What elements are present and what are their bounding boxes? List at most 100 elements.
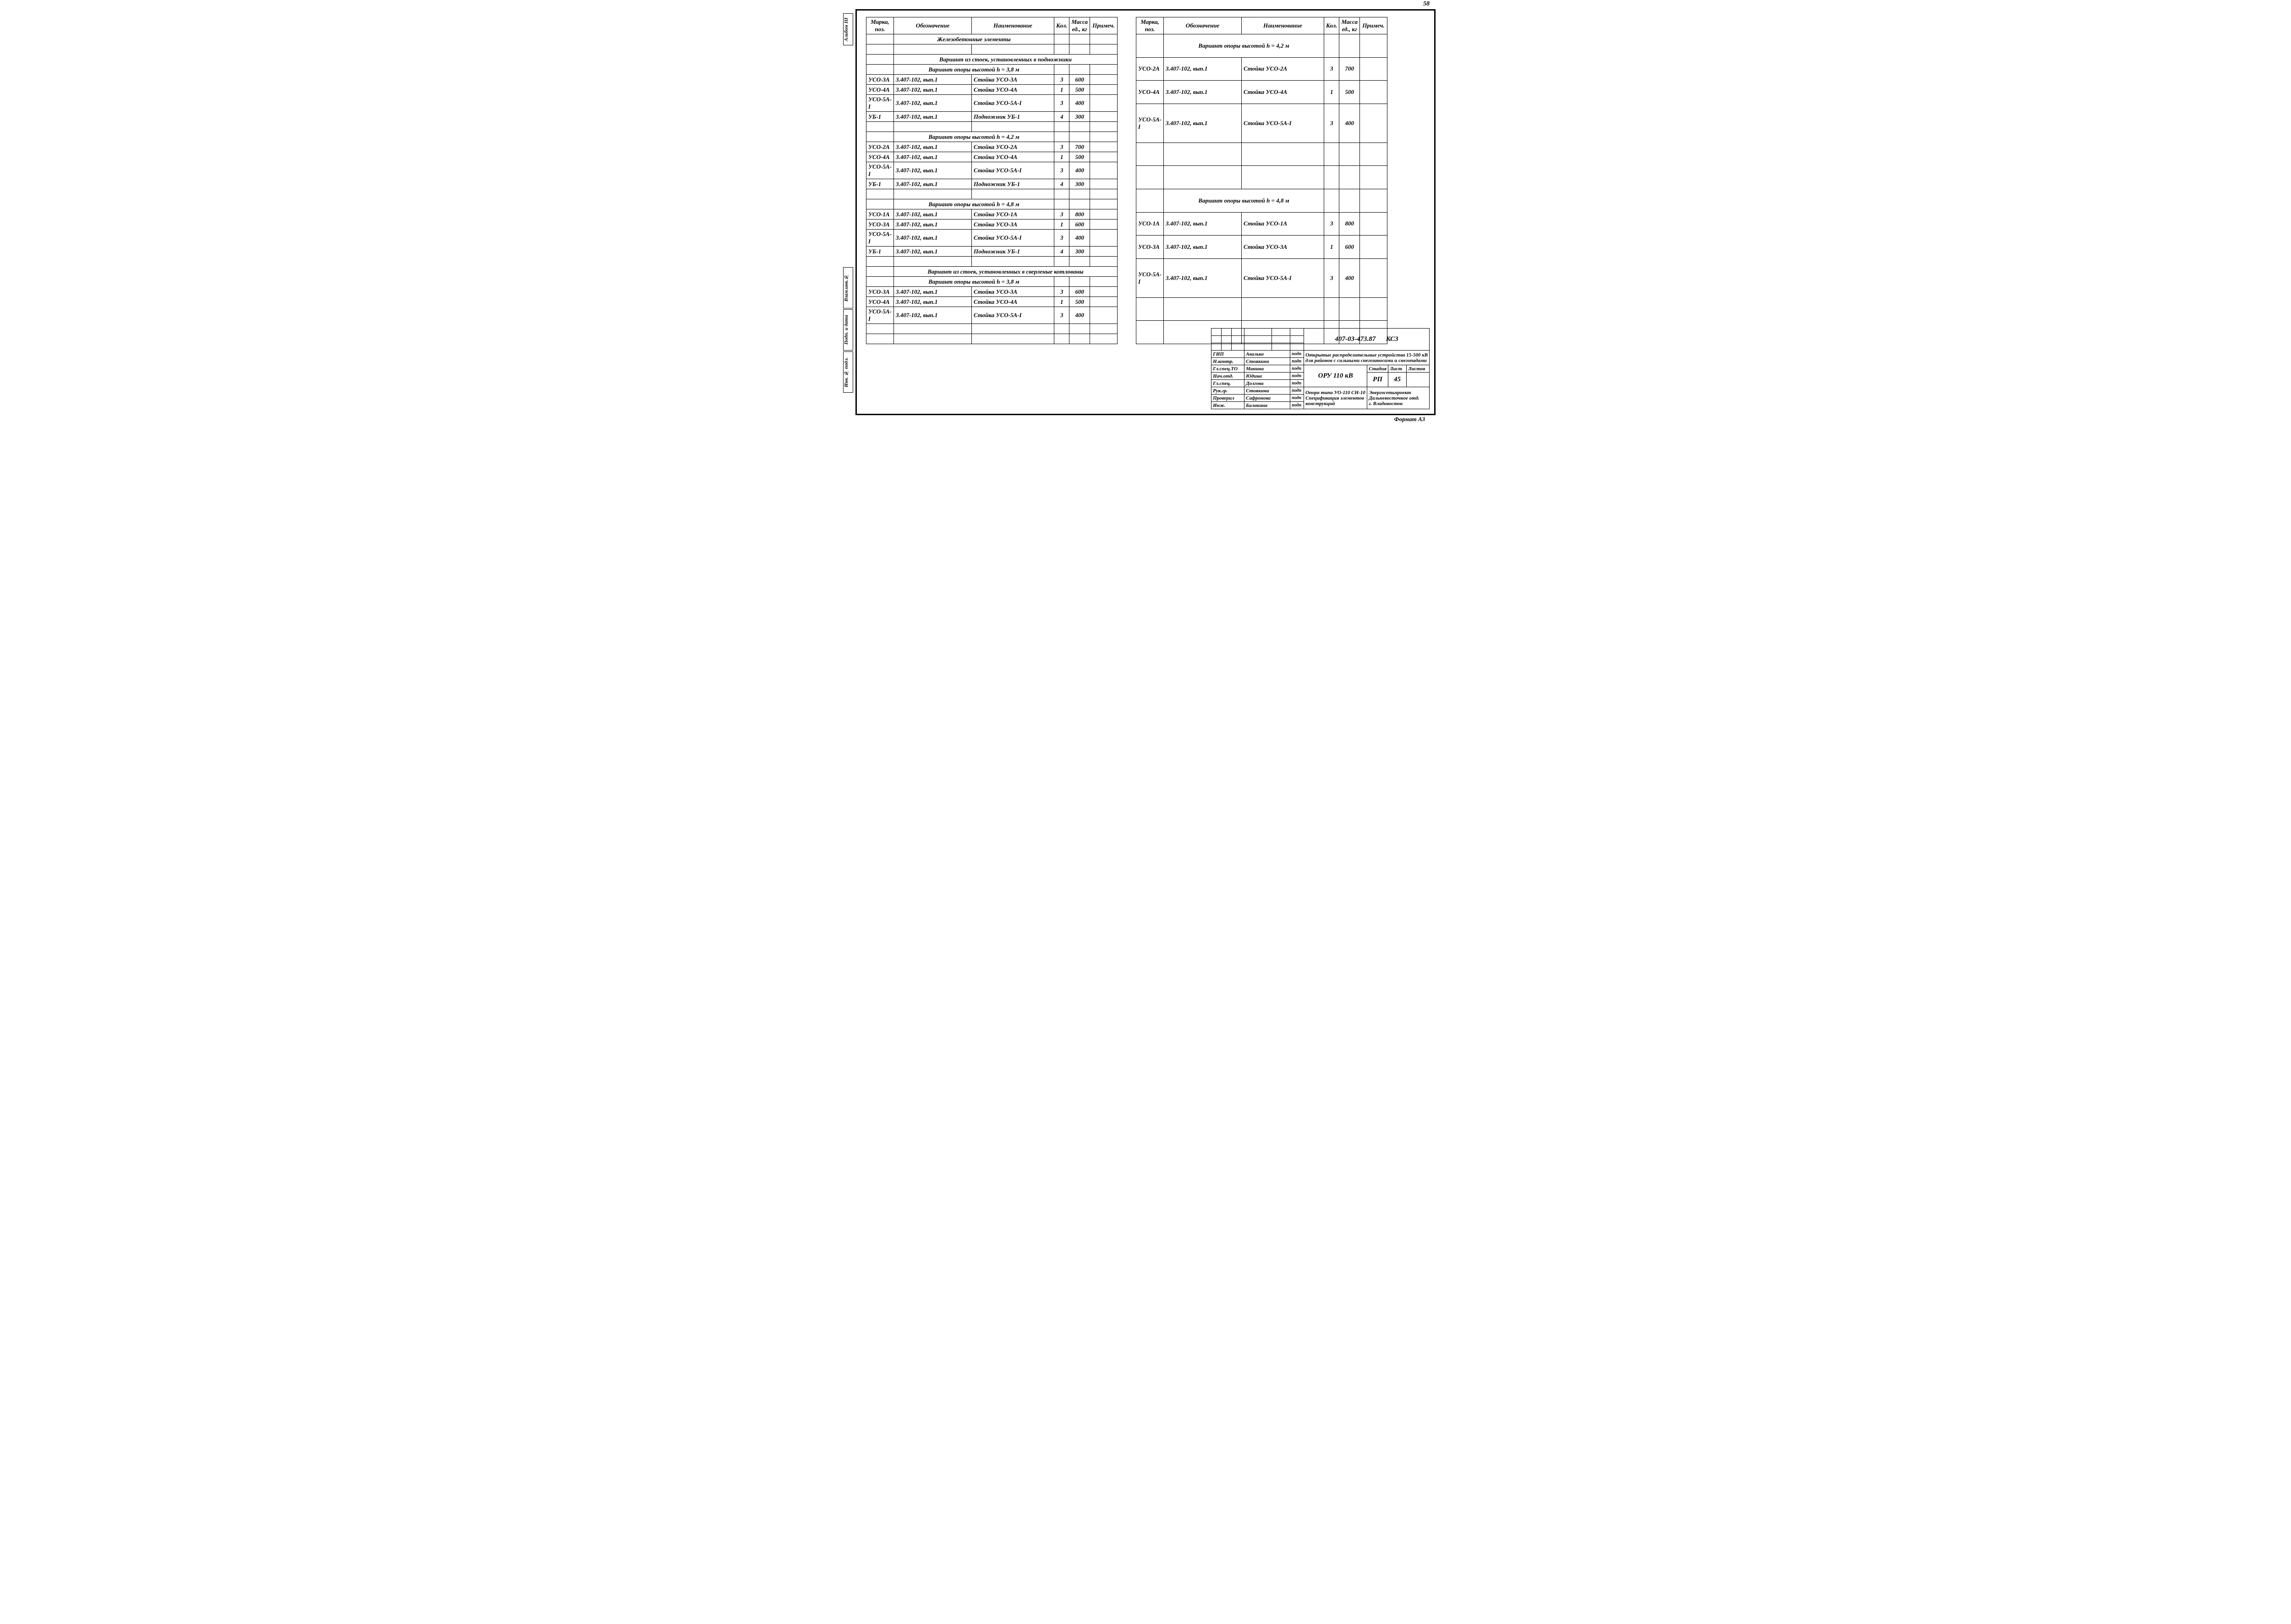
title-block: 407-03-473.87 КС3ГИПАвалькоподпОткрытые … bbox=[1211, 328, 1430, 409]
tb-cell bbox=[1211, 336, 1222, 343]
table-row: УСО-2А3.407-102, вып.1Стойка УСО-2А3700 bbox=[866, 142, 1118, 152]
project-title: Открытые распределительные устройства 15… bbox=[1304, 351, 1430, 365]
table-row: УСО-1А3.407-102, вып.1Стойка УСО-1А3800 bbox=[1136, 212, 1387, 236]
table-row bbox=[866, 122, 1118, 132]
cell: 500 bbox=[1069, 152, 1090, 162]
cell: Стойка УСО-1А bbox=[972, 209, 1054, 219]
cell: 300 bbox=[1069, 179, 1090, 189]
binding-margin: Альбом IIIВзам.инв.№Подп. и датаИнв. № п… bbox=[843, 11, 856, 414]
tb-cell bbox=[1272, 336, 1290, 343]
cell bbox=[1090, 152, 1118, 162]
table-row: Вариант опоры высотой h = 4,2 м bbox=[866, 132, 1118, 142]
tb-cell: подп bbox=[1290, 395, 1304, 402]
tb-cell bbox=[1232, 336, 1244, 343]
column-header: Обозначение bbox=[1164, 17, 1242, 34]
column-header: Кол. bbox=[1054, 17, 1069, 34]
cell: УСО-2А bbox=[866, 142, 894, 152]
tb-cell bbox=[1232, 343, 1244, 351]
table-row: Вариант опоры высотой h = 3,8 м bbox=[866, 65, 1118, 75]
tb-cell: Листов bbox=[1407, 365, 1430, 373]
table-row: УСО-5А-I3.407-102, вып.1Стойка УСО-5А-I3… bbox=[1136, 258, 1387, 297]
cell: 400 bbox=[1069, 95, 1090, 112]
table-row: УБ-13.407-102, вып.1Подножник УБ-14300 bbox=[866, 112, 1118, 122]
cell: 800 bbox=[1069, 209, 1090, 219]
side-label: Взам.инв.№ bbox=[843, 267, 853, 308]
table-row: УСО-3А3.407-102, вып.1Стойка УСО-3А3600 bbox=[866, 75, 1118, 85]
tb-cell: РП bbox=[1367, 373, 1388, 387]
tb-cell: Манина bbox=[1244, 365, 1290, 373]
drawing-code: 407-03-473.87 КС3 bbox=[1304, 329, 1430, 351]
cell: Стойка УСО-3А bbox=[972, 75, 1054, 85]
cell: УСО-4А bbox=[1136, 81, 1164, 104]
table-row: Вариант опоры высотой h = 4,8 м bbox=[866, 199, 1118, 209]
cell: 3.407-102, вып.1 bbox=[894, 209, 972, 219]
cell: 3 bbox=[1054, 142, 1069, 152]
cell: 3 bbox=[1054, 95, 1069, 112]
cell bbox=[1090, 287, 1118, 297]
tb-cell bbox=[1222, 336, 1232, 343]
tb-cell: подп bbox=[1290, 358, 1304, 365]
tb-cell bbox=[1222, 343, 1232, 351]
tb-cell bbox=[1222, 329, 1232, 336]
column-header: Марка, поз. bbox=[1136, 17, 1164, 34]
cell: 1 bbox=[1324, 81, 1339, 104]
cell: 3 bbox=[1324, 258, 1339, 297]
tb-cell bbox=[1290, 329, 1304, 336]
cell: 800 bbox=[1339, 212, 1360, 236]
cell: УСО-5А-I bbox=[866, 307, 894, 324]
cell: Подножник УБ-1 bbox=[972, 112, 1054, 122]
table-row: УСО-4А3.407-102, вып.1Стойка УСО-4А1500 bbox=[1136, 81, 1387, 104]
cell: 400 bbox=[1339, 104, 1360, 143]
cell: 300 bbox=[1069, 112, 1090, 122]
cell: 700 bbox=[1069, 142, 1090, 152]
tb-cell bbox=[1272, 329, 1290, 336]
tb-cell: Стоякина bbox=[1244, 358, 1290, 365]
cell: 400 bbox=[1339, 258, 1360, 297]
cell: 3.407-102, вып.1 bbox=[894, 179, 972, 189]
cell: 3.407-102, вып.1 bbox=[894, 112, 972, 122]
cell: 600 bbox=[1069, 287, 1090, 297]
cell: Стойка УСО-5А-I bbox=[972, 162, 1054, 179]
table-row bbox=[866, 257, 1118, 267]
cell: 3.407-102, вып.1 bbox=[894, 142, 972, 152]
cell: 4 bbox=[1054, 247, 1069, 257]
cell: 1 bbox=[1054, 152, 1069, 162]
column-header: Примеч. bbox=[1090, 17, 1118, 34]
table-row: УСО-5А-I3.407-102, вып.1Стойка УСО-5А-I3… bbox=[866, 230, 1118, 247]
tb-cell: ГИП bbox=[1211, 351, 1244, 358]
tb-cell: Инж. bbox=[1211, 402, 1244, 409]
cell: Стойка УСО-2А bbox=[1242, 57, 1324, 81]
table-row bbox=[1136, 166, 1387, 189]
cell: 3.407-102, вып.1 bbox=[1164, 81, 1242, 104]
cell: УБ-1 bbox=[866, 112, 894, 122]
cell: Стойка УСО-5А-I bbox=[972, 307, 1054, 324]
table-row bbox=[866, 44, 1118, 55]
column-header: Масса ед., кг bbox=[1339, 17, 1360, 34]
cell: Стойка УСО-3А bbox=[972, 287, 1054, 297]
table-row: УСО-1А3.407-102, вып.1Стойка УСО-1А3800 bbox=[866, 209, 1118, 219]
table-row: УСО-5А-I3.407-102, вып.1Стойка УСО-5А-I3… bbox=[866, 307, 1118, 324]
cell: 400 bbox=[1069, 230, 1090, 247]
cell: 3.407-102, вып.1 bbox=[894, 75, 972, 85]
tb-cell: Стоякина bbox=[1244, 387, 1290, 395]
cell: 3.407-102, вып.1 bbox=[894, 85, 972, 95]
cell: 3.407-102, вып.1 bbox=[1164, 212, 1242, 236]
cell: 1 bbox=[1324, 236, 1339, 259]
cell: 500 bbox=[1069, 85, 1090, 95]
tb-cell: Нач.отд. bbox=[1211, 373, 1244, 380]
table-row: УСО-5А-I3.407-102, вып.1Стойка УСО-5А-I3… bbox=[866, 162, 1118, 179]
cell: 1 bbox=[1054, 85, 1069, 95]
tb-cell: Авалько bbox=[1244, 351, 1290, 358]
tb-cell: подп bbox=[1290, 380, 1304, 387]
table-row bbox=[866, 189, 1118, 199]
cell bbox=[1090, 307, 1118, 324]
cell: Стойка УСО-3А bbox=[972, 219, 1054, 230]
cell: 400 bbox=[1069, 162, 1090, 179]
column-header: Наименование bbox=[972, 17, 1054, 34]
table-row: УСО-4А3.407-102, вып.1Стойка УСО-4А1500 bbox=[866, 85, 1118, 95]
cell: УСО-5А-I bbox=[1136, 258, 1164, 297]
cell: УСО-5А-I bbox=[866, 95, 894, 112]
cell: УСО-3А bbox=[866, 75, 894, 85]
cell: 3.407-102, вып.1 bbox=[894, 297, 972, 307]
tb-cell: Гл.спец. bbox=[1211, 380, 1244, 387]
